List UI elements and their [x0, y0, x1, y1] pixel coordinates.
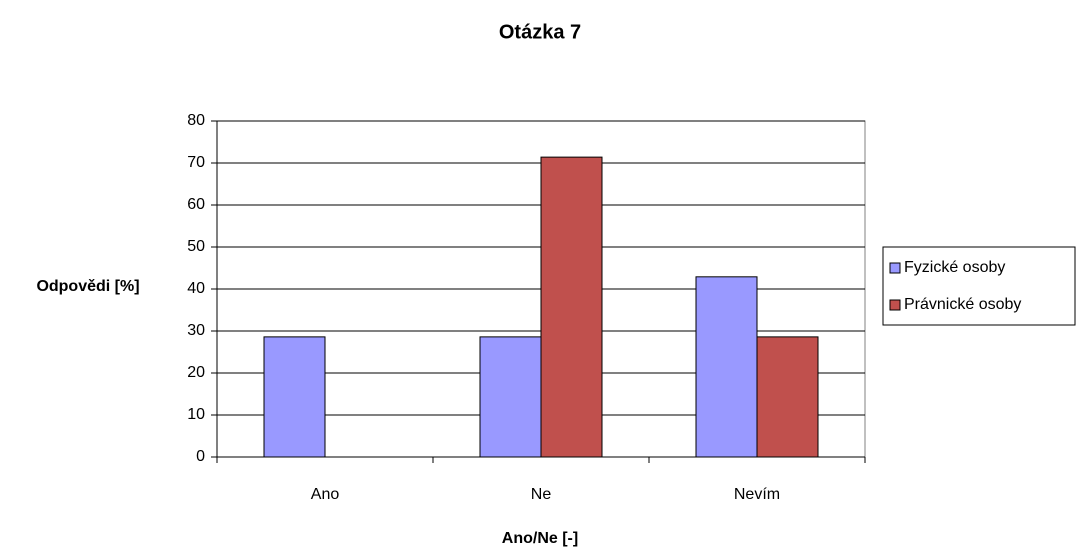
y-tick-label: 0	[196, 448, 205, 465]
x-axis-label: Ano/Ne [-]	[502, 530, 578, 547]
chart-title: Otázka 7	[499, 21, 581, 43]
y-tick-label: 70	[187, 154, 205, 171]
y-tick-label: 50	[187, 238, 205, 255]
legend-label: Právnické osoby	[904, 296, 1021, 313]
legend-box	[882, 246, 1076, 326]
bar	[263, 336, 326, 458]
x-tick-label: Ne	[531, 486, 552, 503]
y-tick-label: 10	[187, 406, 205, 423]
y-tick-label: 30	[187, 322, 205, 339]
y-tick-label: 20	[187, 364, 205, 381]
y-tick-label: 80	[187, 112, 205, 129]
bar	[540, 156, 603, 458]
y-tick-label: 60	[187, 196, 205, 213]
legend-label: Fyzické osoby	[904, 259, 1005, 276]
y-tick-label: 40	[187, 280, 205, 297]
legend-swatch	[889, 299, 901, 311]
legend-swatch	[889, 262, 901, 274]
x-tick-label: Nevím	[734, 486, 780, 503]
x-tick-label: Ano	[311, 486, 340, 503]
bar	[695, 276, 758, 458]
bar	[479, 336, 542, 458]
y-axis-label: Odpovědi [%]	[36, 278, 139, 295]
bar	[756, 336, 819, 458]
